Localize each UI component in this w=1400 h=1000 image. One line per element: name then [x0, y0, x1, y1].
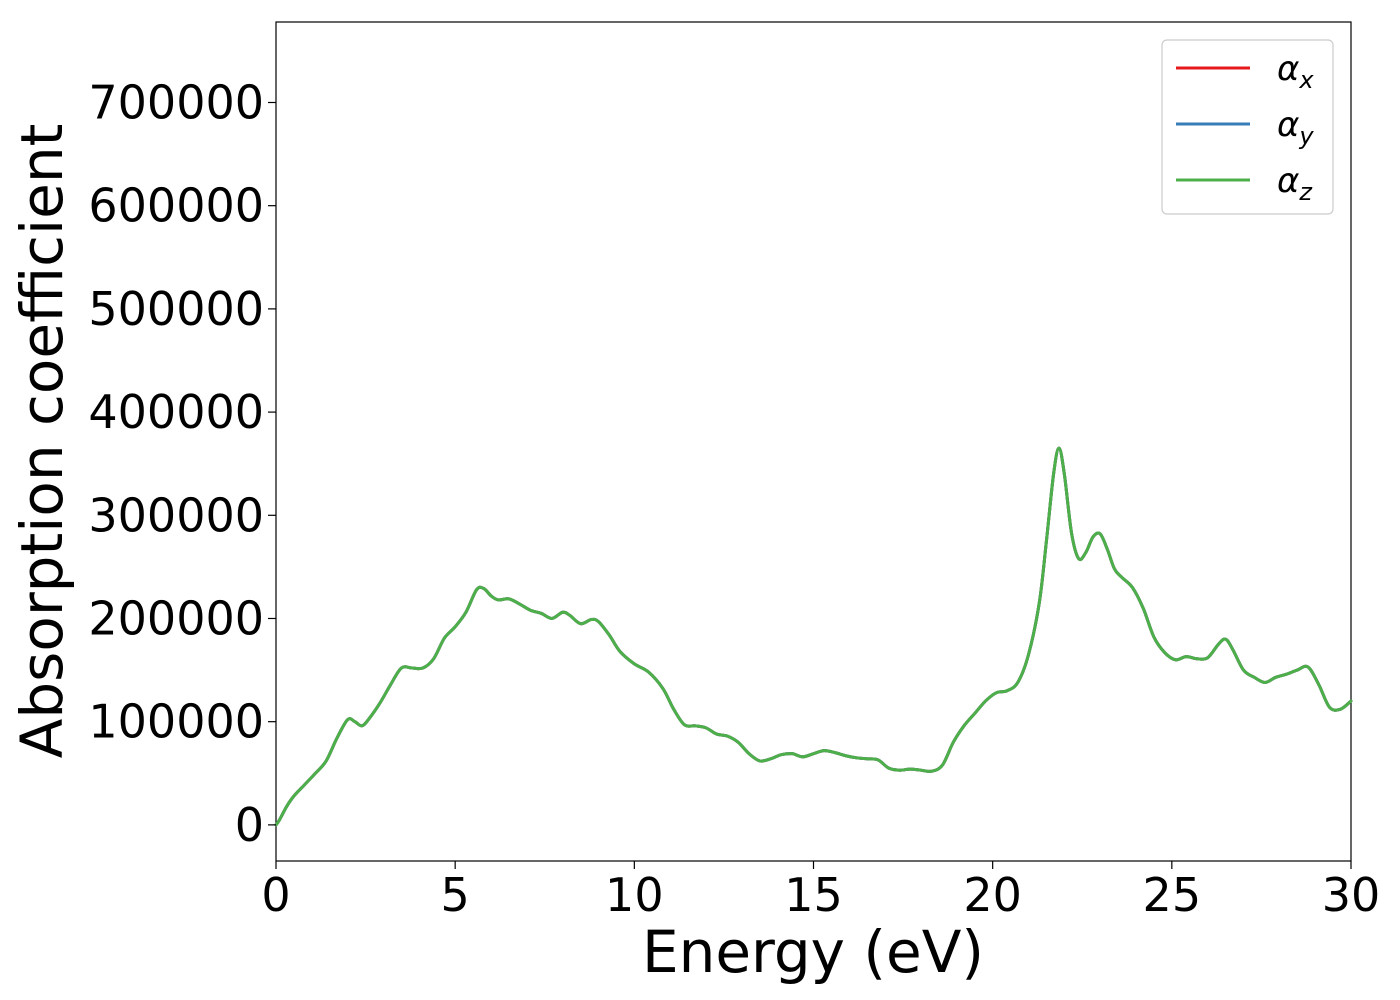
legend-label-main: α — [1277, 161, 1299, 201]
y-axis-title: Absorption coefficient — [8, 124, 76, 759]
y-tick-label: 700000 — [88, 75, 264, 129]
x-axis-ticks: 0 5 10 15 20 25 30 — [261, 861, 1380, 922]
y-tick-label: 100000 — [88, 695, 264, 749]
y-tick-label: 400000 — [88, 385, 264, 439]
series-line-z — [274, 446, 1353, 827]
y-tick-label: 300000 — [88, 488, 264, 542]
legend-label-z: αz — [1277, 161, 1313, 206]
y-tick-label: 600000 — [88, 179, 264, 233]
y-tick-label: 200000 — [88, 591, 264, 645]
legend-label-subscript: y — [1298, 122, 1314, 150]
legend-label-subscript: z — [1298, 178, 1313, 206]
x-axis-title: Energy (eV) — [642, 918, 984, 986]
legend-box — [1161, 39, 1334, 215]
y-tick-label: 0 — [235, 798, 264, 852]
legend-label-y: αy — [1277, 105, 1314, 150]
y-tick-label: 500000 — [88, 282, 264, 336]
x-tick-label: 25 — [1143, 868, 1202, 922]
legend-label-x: αx — [1277, 49, 1314, 94]
legend-label-main: α — [1277, 105, 1299, 145]
x-tick-label: 30 — [1322, 868, 1381, 922]
x-tick-label: 20 — [963, 868, 1022, 922]
legend-label-main: α — [1277, 49, 1299, 89]
x-tick-label: 10 — [605, 868, 664, 922]
series-group — [274, 446, 1353, 827]
x-tick-label: 15 — [784, 868, 843, 922]
y-axis-ticks: 0 100000 200000 300000 400000 500000 600000 700… — [88, 75, 276, 852]
legend-label-subscript: x — [1298, 66, 1314, 94]
x-tick-label: 5 — [441, 868, 470, 922]
x-tick-label: 0 — [261, 868, 290, 922]
